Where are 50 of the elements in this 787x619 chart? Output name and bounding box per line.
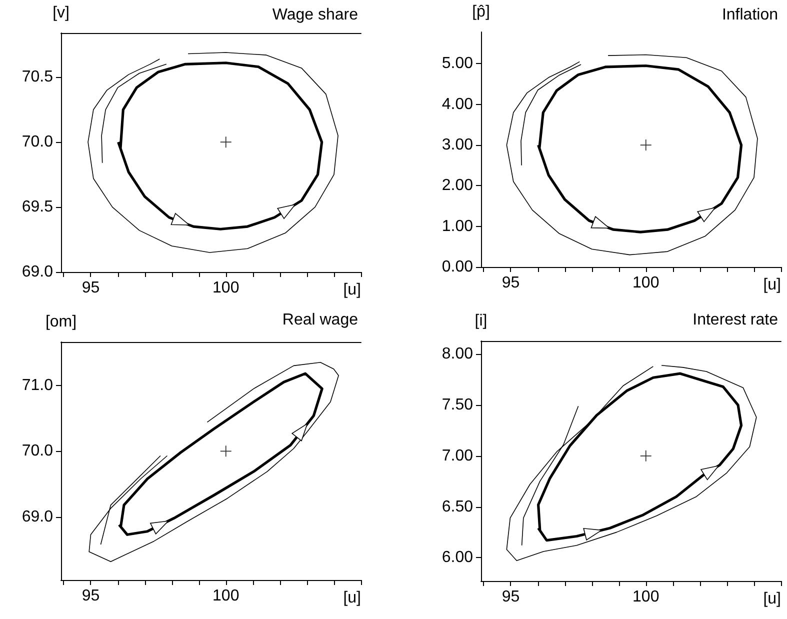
- y-tick-label: 69.0: [22, 508, 54, 526]
- y-axis-title: [i]: [474, 312, 488, 330]
- y-tick-label: 70.0: [22, 442, 54, 460]
- x-axis-title: [u]: [343, 282, 361, 298]
- x-axis-title: [u]: [763, 276, 781, 294]
- x-axis-title: [u]: [343, 590, 361, 606]
- x-tick-label: 95: [82, 588, 100, 604]
- line-series: [521, 406, 579, 546]
- x-tick-label: 100: [212, 280, 240, 296]
- x-tick-label: 100: [632, 274, 660, 292]
- line-series: [506, 54, 758, 256]
- y-axis-title: [v]: [52, 4, 70, 22]
- line-series: [88, 362, 339, 562]
- line-series: [506, 365, 757, 562]
- x-tick-label: 95: [502, 588, 520, 606]
- line-series: [536, 64, 743, 234]
- y-tick-label: 0.00: [442, 258, 474, 276]
- y-tick-label: 69.0: [22, 264, 54, 280]
- line-series: [536, 372, 743, 542]
- y-tick-label: 70.0: [22, 134, 54, 151]
- x-tick-label: 100: [212, 588, 240, 604]
- y-tick-label: 69.5: [22, 198, 54, 216]
- y-tick-label: 2.00: [442, 177, 474, 194]
- x-axis-title: [u]: [763, 590, 781, 608]
- x-tick-label: 95: [502, 274, 520, 292]
- chart-title: Real wage: [282, 312, 358, 328]
- y-tick-label: 4.00: [442, 96, 474, 113]
- y-tick-label: 71.0: [22, 376, 54, 394]
- line-series: [100, 455, 161, 545]
- line-series: [88, 52, 338, 253]
- y-tick-label: 3.00: [442, 136, 474, 154]
- chart-title: Interest rate: [692, 312, 778, 328]
- y-tick-label: 1.00: [442, 218, 474, 235]
- y-tick-label: 7.50: [442, 396, 474, 414]
- x-tick-label: 100: [632, 588, 660, 606]
- chart-title: Wage share: [272, 6, 358, 24]
- y-tick-label: 8.00: [442, 346, 474, 363]
- y-axis-title: [om]: [45, 314, 77, 330]
- y-tick-label: 70.5: [22, 68, 54, 86]
- y-tick-label: 6.50: [442, 498, 474, 516]
- line-series: [116, 62, 324, 230]
- y-tick-label: 6.00: [442, 549, 474, 566]
- line-series: [101, 64, 167, 164]
- y-tick-label: 7.00: [442, 447, 474, 464]
- line-series: [520, 64, 582, 166]
- y-axis-title: [p̂]: [472, 4, 490, 20]
- y-tick-label: 5.00: [442, 55, 474, 72]
- chart-title: Inflation: [722, 6, 778, 24]
- line-series: [118, 372, 324, 536]
- x-tick-label: 95: [82, 280, 100, 296]
